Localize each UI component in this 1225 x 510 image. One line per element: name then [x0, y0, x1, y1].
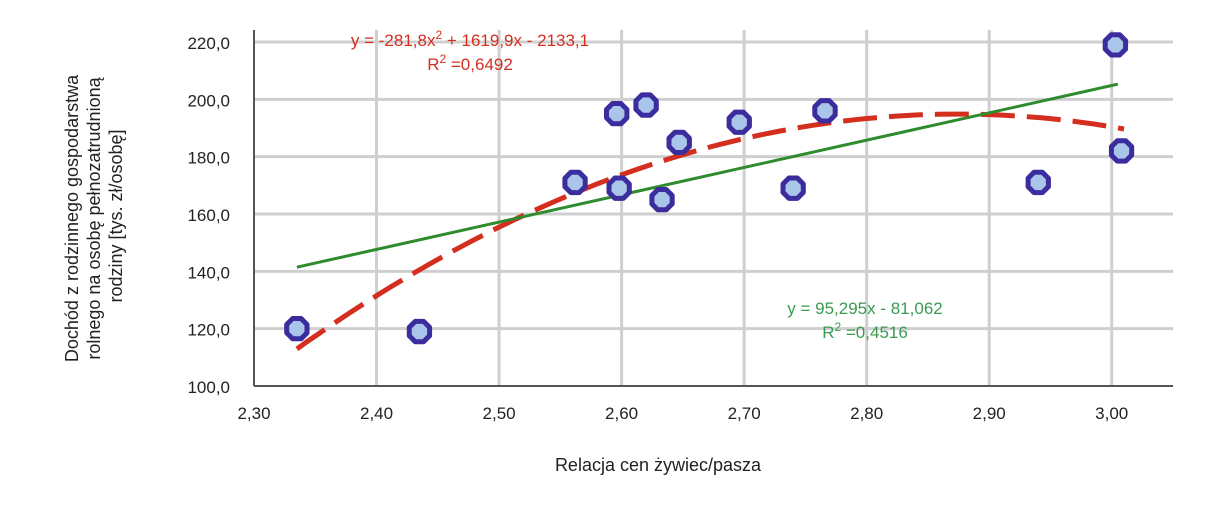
data-point — [649, 187, 675, 213]
polynomial-trendline — [295, 111, 1125, 351]
y-tick-label: 220,0 — [187, 34, 230, 53]
data-point — [1025, 169, 1051, 196]
y-tick-label: 180,0 — [187, 149, 230, 168]
poly-eq-exp: 2 — [435, 28, 442, 42]
data-point — [1108, 138, 1135, 164]
linear-equation-label: y = 95,295x - 81,062 — [787, 299, 942, 318]
y-axis-label-line-1: Dochód z rodzinnego gospodarstwa — [62, 74, 82, 362]
data-point — [812, 98, 838, 124]
x-tick-label: 2,60 — [605, 404, 638, 423]
x-tick-label: 2,90 — [973, 404, 1006, 423]
data-point — [780, 175, 806, 201]
y-axis-label: Dochód z rodzinnego gospodarstwa rolnego… — [62, 70, 126, 362]
data-point — [666, 129, 692, 155]
poly-r2-exp: 2 — [439, 52, 446, 66]
data-point — [1102, 32, 1129, 58]
x-tick-labels: 2,30 2,40 2,50 2,60 2,70 2,80 2,90 3,00 — [237, 404, 1128, 423]
x-tick-label: 2,80 — [850, 404, 883, 423]
linear-trendline — [296, 82, 1119, 269]
trendlines — [295, 82, 1125, 351]
polynomial-equation-label: y = -281,8x2 + 1619,9x - 2133,1 — [351, 28, 589, 50]
data-point — [562, 169, 588, 196]
lin-r2-exp: 2 — [834, 320, 841, 334]
y-tick-label: 200,0 — [187, 91, 230, 110]
y-tick-label: 120,0 — [187, 321, 230, 340]
gridlines — [254, 30, 1173, 386]
linear-r2-label: R2 =0,4516 — [822, 320, 908, 342]
data-point — [726, 109, 752, 135]
y-tick-labels: 100,0 120,0 140,0 160,0 180,0 200,0 220,0 — [187, 34, 230, 397]
x-tick-label: 2,40 — [360, 404, 393, 423]
y-axis-label-line-2: rolnego na osobę pełnozatrudnioną — [84, 76, 104, 359]
poly-eq-rest: + 1619,9x - 2133,1 — [442, 31, 589, 50]
x-tick-label: 3,00 — [1095, 404, 1128, 423]
axes — [253, 30, 1173, 387]
data-point — [284, 316, 310, 342]
lin-r2-prefix: R — [822, 323, 834, 342]
lin-r2-value: =0,4516 — [841, 323, 908, 342]
data-point — [633, 92, 659, 118]
x-tick-label: 2,70 — [728, 404, 761, 423]
data-points — [284, 32, 1135, 345]
poly-r2-prefix: R — [427, 55, 439, 74]
y-tick-label: 140,0 — [187, 263, 230, 282]
data-point — [606, 175, 632, 201]
y-axis-label-line-3: rodziny [tys. zł/osobę] — [106, 129, 126, 302]
poly-r2-value: =0,6492 — [446, 55, 513, 74]
y-tick-label: 160,0 — [187, 206, 230, 225]
x-tick-label: 2,50 — [483, 404, 516, 423]
data-point — [604, 101, 630, 127]
x-tick-label: 2,30 — [237, 404, 270, 423]
polynomial-r2-label: R2 =0,6492 — [427, 52, 513, 74]
poly-eq-main: y = -281,8x — [351, 31, 436, 50]
data-point — [406, 318, 433, 345]
y-tick-label: 100,0 — [187, 378, 230, 397]
x-axis-label: Relacja cen żywiec/pasza — [555, 455, 762, 475]
